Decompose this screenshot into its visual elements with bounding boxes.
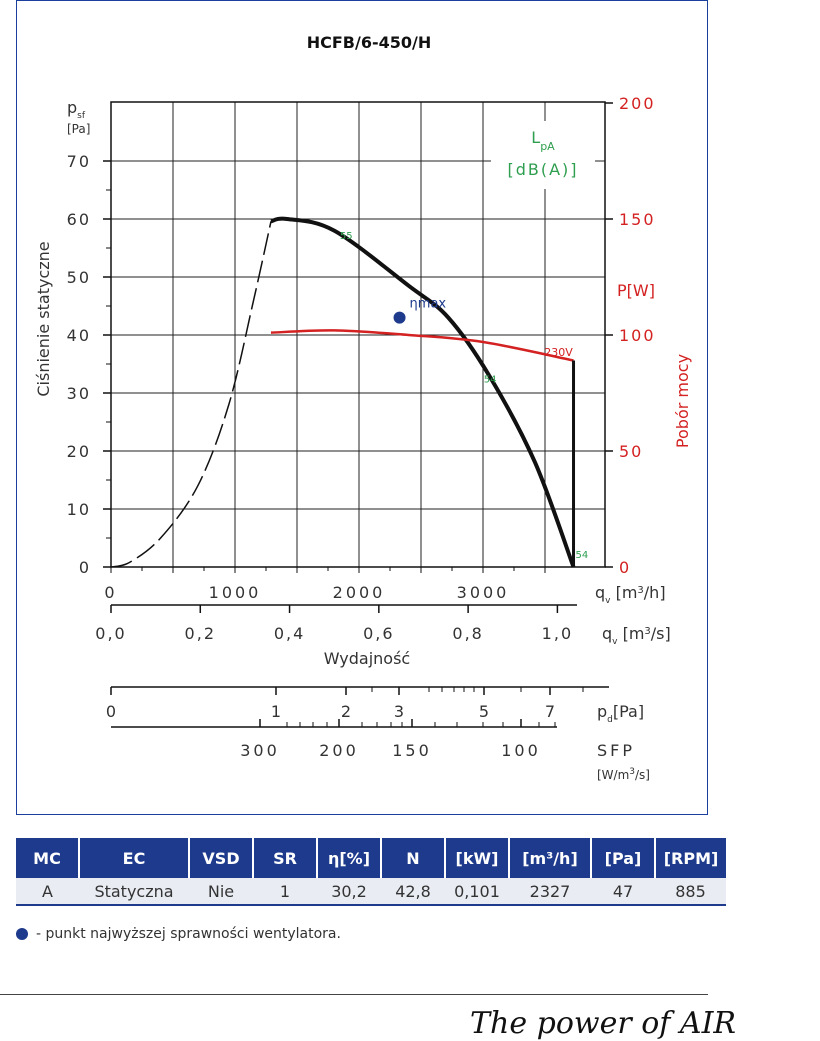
y-tick-label: 20 [67, 442, 91, 461]
spec-table-header-row: MC EC VSD SR η[%] N [kW] [m³/h] [Pa] [RP… [16, 838, 726, 878]
y-tick-label: 50 [67, 268, 91, 287]
chart-title: HCFB/6-450/H [307, 33, 432, 52]
pd-tick-label: 2 [341, 702, 351, 721]
col-header-m3h: [m³/h] [509, 838, 592, 878]
y-axis-symbol: psf [67, 98, 86, 121]
sfp-tick-label: 150 [392, 741, 432, 760]
pressure-curve-unstable [110, 221, 272, 568]
col-header-ec: EC [79, 838, 190, 878]
x-tick-label-m3h: 3000 [457, 583, 510, 602]
y2-tick-label: 200 [619, 94, 656, 113]
pd-tick-label: 3 [394, 702, 404, 721]
cell-sr: 1 [253, 878, 317, 906]
col-header-mc: MC [16, 838, 80, 878]
x-tick-label-m3h: 0 [104, 583, 117, 602]
x-axis-label: Wydajność [324, 649, 410, 668]
y2-tick-label: 50 [619, 442, 643, 461]
x-tick-label-m3s: 0,0 [95, 624, 126, 643]
y-axis-unit: [Pa] [67, 122, 90, 136]
x-tick-label-m3s: 0,8 [452, 624, 483, 643]
table-row: A Statyczna Nie 1 30,2 42,8 0,101 2327 4… [16, 878, 726, 906]
col-header-rpm: [RPM] [655, 838, 726, 878]
y2-axis-symbol: P[W] [617, 281, 655, 300]
y-tick-label: 10 [67, 500, 91, 519]
sfp-axis-unit: [W/m3/s] [597, 767, 650, 782]
power-curve [270, 329, 574, 362]
pd-axis-unit: pd[Pa] [597, 702, 644, 725]
eta-max-point [393, 311, 406, 324]
sound-box-bg [491, 121, 595, 189]
sfp-tick-label: 300 [240, 741, 280, 760]
col-header-sr: SR [253, 838, 318, 878]
eta-max-label: ηmax [410, 297, 447, 312]
cell-kw: 0,101 [445, 878, 509, 906]
x-tick-label-m3s: 0,2 [185, 624, 216, 643]
y2-axis-label: Pobór mocy [673, 354, 692, 448]
x-tick-label-m3h: 1000 [209, 583, 262, 602]
y-tick-label: 0 [79, 558, 91, 577]
pd-tick-label: 0 [106, 702, 116, 721]
spec-table: MC EC VSD SR η[%] N [kW] [m³/h] [Pa] [RP… [16, 838, 726, 906]
col-header-pa: [Pa] [591, 838, 656, 878]
x-axis-unit-m3s: qv [m3/s] [602, 624, 671, 647]
y2-tick-label: 150 [619, 210, 656, 229]
cell-pa: 47 [591, 878, 655, 906]
legend-note: - punkt najwyższej sprawności wentylator… [16, 926, 341, 942]
y2-tick-label: 0 [619, 558, 631, 577]
sound-box-symbol: LpA [531, 128, 555, 153]
cell-rpm: 885 [655, 878, 726, 906]
col-header-n: N [381, 838, 446, 878]
sfp-axis-label: SFP [597, 741, 635, 760]
y-axis-label: Ciśnienie statyczne [34, 241, 53, 396]
y-tick-label: 40 [67, 326, 91, 345]
sound-level-label: 54 [484, 375, 497, 386]
x-tick-label-m3s: 0,6 [363, 624, 394, 643]
col-header-kw: [kW] [445, 838, 510, 878]
x-tick-label-m3h: 2000 [333, 583, 386, 602]
legend-note-text: - punkt najwyższej sprawności wentylator… [36, 926, 341, 942]
col-header-vsd: VSD [189, 838, 254, 878]
fan-curve-chart: HCFB/6-450/H010203040506070psf[Pa]Ciśnie… [34, 33, 692, 782]
cell-m3h: 2327 [509, 878, 591, 906]
pd-tick-label: 1 [271, 702, 281, 721]
cell-eta: 30,2 [317, 878, 381, 906]
col-header-eta: η[%] [317, 838, 382, 878]
y-tick-label: 30 [67, 384, 91, 403]
sound-level-label: 54 [576, 550, 589, 561]
eta-max-dot-icon [16, 928, 28, 940]
cell-ec: Statyczna [79, 878, 189, 906]
y-tick-label: 60 [67, 210, 91, 229]
pressure-curve [270, 216, 576, 568]
sfp-tick-label: 100 [501, 741, 541, 760]
cell-n: 42,8 [381, 878, 445, 906]
sound-box-unit: [dB(A)] [507, 160, 578, 179]
sound-level-label: 55 [340, 231, 353, 242]
sfp-tick-label: 200 [319, 741, 359, 760]
y2-tick-label: 100 [619, 326, 656, 345]
pd-tick-label: 7 [545, 702, 555, 721]
power-series-label: 230V [544, 346, 573, 359]
cell-vsd: Nie [189, 878, 253, 906]
x-axis-unit-m3h: qv [m3/h] [595, 583, 666, 606]
pd-tick-label: 5 [479, 702, 489, 721]
footer-divider [0, 994, 708, 995]
chart-frame: HCFB/6-450/H 0 10 20 30 40 50 60 70 psf [Pa] Ciśnie… [16, 0, 708, 815]
brand-slogan: The power of AIR [470, 1006, 737, 1041]
cell-mc: A [16, 878, 79, 906]
y-tick-label: 70 [67, 152, 91, 171]
x-tick-label-m3s: 0,4 [274, 624, 305, 643]
x-tick-label-m3s: 1,0 [542, 624, 573, 643]
